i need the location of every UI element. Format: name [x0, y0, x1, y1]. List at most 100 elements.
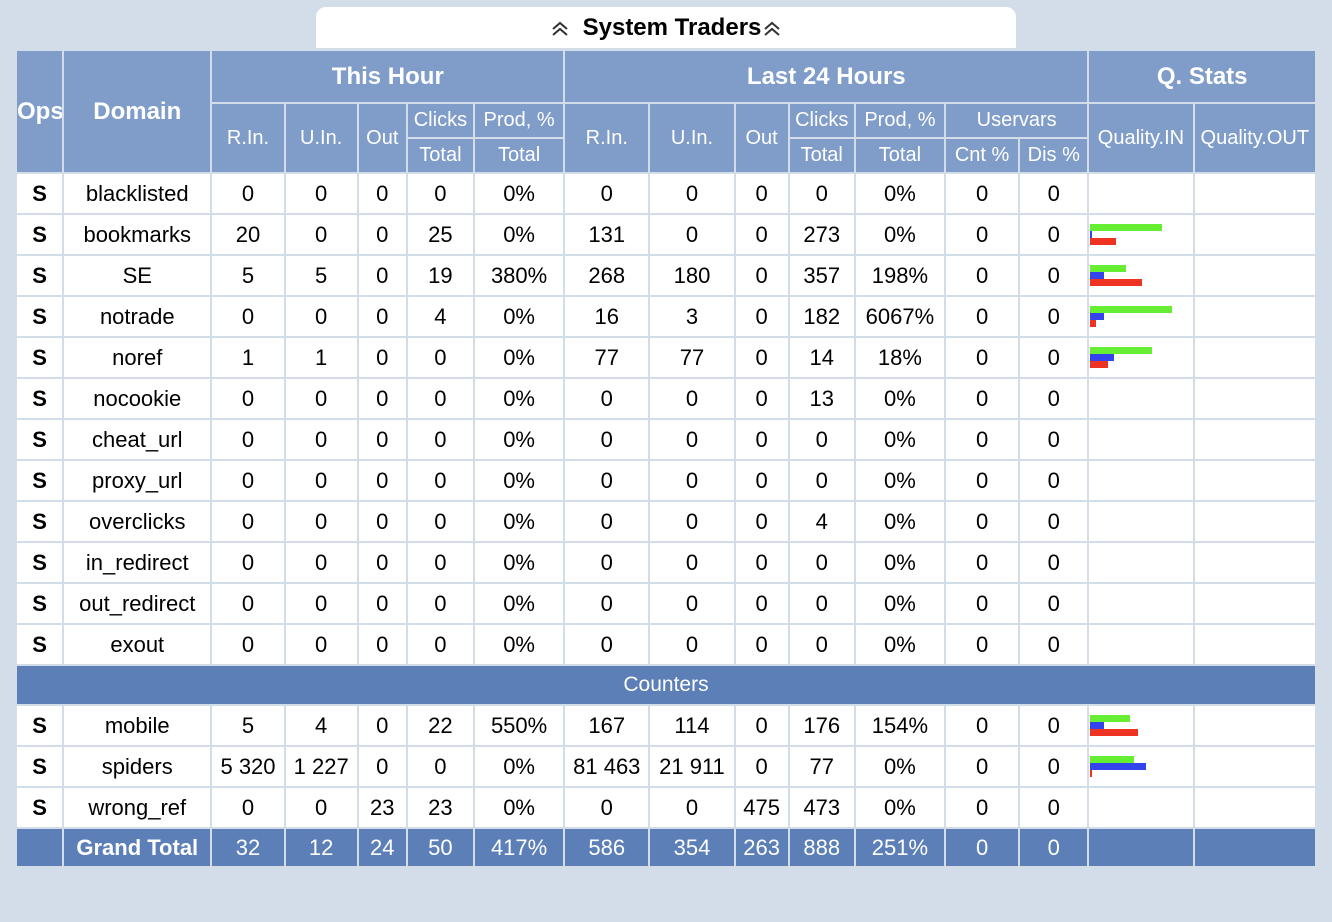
- day-value-cell: 0: [648, 541, 736, 584]
- col-ops[interactable]: Ops: [14, 49, 65, 174]
- day-value-cell: 268: [563, 254, 651, 297]
- ops-link[interactable]: S: [14, 582, 65, 625]
- hour-value-cell: 0%: [472, 500, 566, 543]
- day-value-cell: 0: [1018, 336, 1090, 379]
- day-value-cell: 198%: [853, 254, 947, 297]
- hour-value-cell: 0%: [472, 459, 566, 502]
- ops-link[interactable]: S: [14, 459, 65, 502]
- ops-link[interactable]: S: [14, 213, 65, 256]
- col-uservars-cnt[interactable]: Cnt %: [943, 137, 1021, 174]
- day-value-cell: 0%: [853, 582, 947, 625]
- ops-link[interactable]: S: [14, 295, 65, 338]
- day-value-cell: 77: [563, 336, 651, 379]
- day-value-cell: 0: [787, 418, 856, 461]
- col-hour-uin[interactable]: U.In.: [283, 102, 359, 174]
- day-value-cell: 0: [943, 582, 1021, 625]
- hour-value-cell: 0: [210, 418, 286, 461]
- grand-total-quality-cell: [1087, 827, 1195, 868]
- quality-bars: [1090, 748, 1191, 785]
- ops-link[interactable]: S: [14, 254, 65, 297]
- green-bar: [1090, 224, 1163, 231]
- hour-value-cell: 0: [210, 786, 286, 829]
- day-value-cell: 131: [563, 213, 651, 256]
- day-value-cell: 0: [563, 500, 651, 543]
- hour-value-cell: 0: [210, 459, 286, 502]
- ops-link[interactable]: S: [14, 500, 65, 543]
- ops-link[interactable]: S: [14, 623, 65, 666]
- red-bar: [1090, 279, 1143, 286]
- ops-link[interactable]: S: [14, 336, 65, 379]
- day-value-cell: 0: [1018, 745, 1090, 788]
- day-value-cell: 0: [563, 172, 651, 215]
- col-hour-clicks-total[interactable]: Total: [405, 137, 475, 174]
- ops-link[interactable]: S: [14, 418, 65, 461]
- day-value-cell: 0: [733, 172, 790, 215]
- ops-link[interactable]: S: [14, 541, 65, 584]
- red-bar: [1090, 238, 1117, 245]
- col-day-clicks-total[interactable]: Total: [787, 137, 856, 174]
- day-value-cell: 81 463: [563, 745, 651, 788]
- day-value-cell: 0: [563, 623, 651, 666]
- hour-value-cell: 0: [356, 418, 408, 461]
- col-day-prod-total[interactable]: Total: [853, 137, 947, 174]
- col-day-rin[interactable]: R.In.: [563, 102, 651, 174]
- domain-cell: mobile: [62, 704, 213, 747]
- ops-link[interactable]: S: [14, 377, 65, 420]
- col-hour-out[interactable]: Out: [356, 102, 408, 174]
- day-value-cell: 0: [943, 704, 1021, 747]
- hour-value-cell: 0: [356, 295, 408, 338]
- double-chevron-up-icon[interactable]: [549, 17, 571, 39]
- quality-in-cell: [1087, 541, 1195, 584]
- domain-cell: cheat_url: [62, 418, 213, 461]
- day-value-cell: 0: [648, 500, 736, 543]
- hour-value-cell: 22: [405, 704, 475, 747]
- day-value-cell: 77: [787, 745, 856, 788]
- ops-link[interactable]: S: [14, 704, 65, 747]
- col-uservars-dis[interactable]: Dis %: [1018, 137, 1090, 174]
- domain-cell: SE: [62, 254, 213, 297]
- green-bar: [1090, 347, 1153, 354]
- quality-out-cell: [1192, 172, 1318, 215]
- quality-in-cell: [1087, 377, 1195, 420]
- ops-link[interactable]: S: [14, 786, 65, 829]
- day-value-cell: 0: [648, 582, 736, 625]
- day-value-cell: 0: [943, 623, 1021, 666]
- col-day-out[interactable]: Out: [733, 102, 790, 174]
- hour-value-cell: 0: [283, 786, 359, 829]
- ops-link[interactable]: S: [14, 172, 65, 215]
- grand-total-day-cell: 586: [563, 827, 651, 868]
- quality-out-cell: [1192, 213, 1318, 256]
- hour-value-cell: 5: [283, 254, 359, 297]
- day-value-cell: 0%: [853, 213, 947, 256]
- green-bar: [1090, 756, 1135, 763]
- col-hour-prod: Prod, %: [472, 102, 566, 139]
- hour-value-cell: 0: [283, 418, 359, 461]
- col-hour-rin[interactable]: R.In.: [210, 102, 286, 174]
- col-day-uin[interactable]: U.In.: [648, 102, 736, 174]
- col-quality-in[interactable]: Quality.IN: [1087, 102, 1195, 174]
- col-hour-clicks: Clicks: [405, 102, 475, 139]
- hour-value-cell: 5 320: [210, 745, 286, 788]
- day-value-cell: 0: [1018, 172, 1090, 215]
- ops-link[interactable]: S: [14, 745, 65, 788]
- col-quality-out[interactable]: Quality.OUT: [1192, 102, 1318, 174]
- hour-value-cell: 0: [356, 459, 408, 502]
- hour-value-cell: 0: [283, 295, 359, 338]
- col-hour-prod-total[interactable]: Total: [472, 137, 566, 174]
- day-value-cell: 0%: [853, 745, 947, 788]
- hour-value-cell: 1 227: [283, 745, 359, 788]
- hour-value-cell: 0%: [472, 745, 566, 788]
- hour-value-cell: 0: [405, 582, 475, 625]
- col-domain[interactable]: Domain: [62, 49, 213, 174]
- double-chevron-up-icon[interactable]: [761, 17, 783, 39]
- hour-value-cell: 380%: [472, 254, 566, 297]
- day-value-cell: 0: [733, 582, 790, 625]
- group-q-stats: Q. Stats: [1087, 49, 1317, 104]
